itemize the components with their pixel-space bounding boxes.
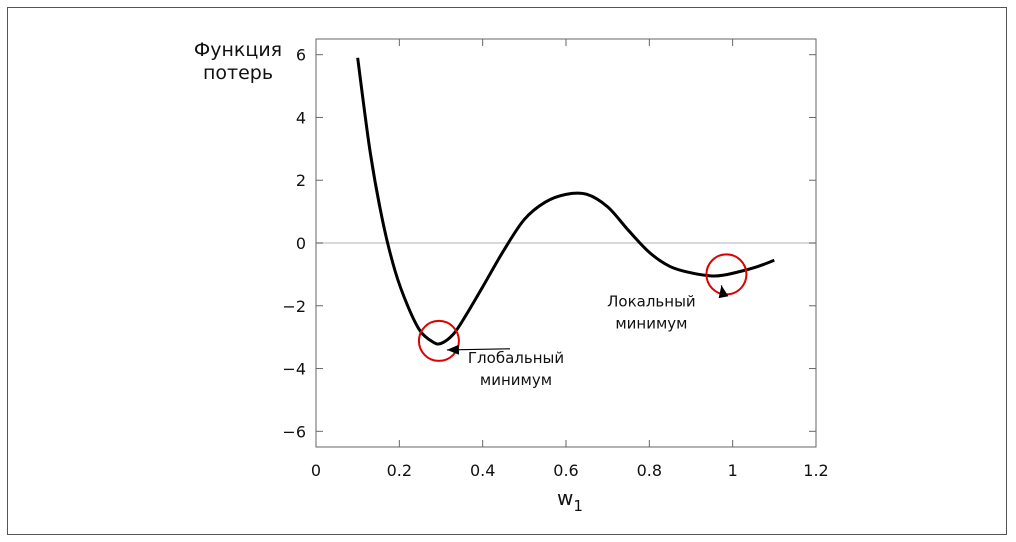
annotation-label: минимум — [480, 371, 552, 389]
loss-curve — [356, 57, 775, 346]
annotation-label: Локальный — [607, 292, 696, 310]
loss-function-chart: 0 0.2 0.4 0.6 0.8 1 1.2 6 4 2 0 −2 −4 −6 Глобальный мин… — [194, 38, 829, 515]
x-tick-label: 1.2 — [803, 461, 828, 480]
y-axis-title: потерь — [203, 62, 273, 84]
x-tick-label: 0.6 — [553, 461, 578, 480]
annotation-label: Глобальный — [468, 349, 564, 367]
y-tick-label: 4 — [296, 108, 306, 127]
x-tick-label: 0 — [311, 461, 321, 480]
x-axis-title-subscript: 1 — [573, 497, 583, 515]
x-tick-label: 0.4 — [470, 461, 495, 480]
x-tick-label: 1 — [728, 461, 738, 480]
x-axis-title: w1 — [557, 486, 583, 515]
x-tick-label: 0.8 — [637, 461, 662, 480]
y-tick-label: −2 — [282, 297, 306, 316]
x-axis-title-main: w — [557, 486, 573, 510]
y-tick-label: 6 — [296, 46, 306, 65]
y-tick-label: −6 — [282, 422, 306, 441]
y-tick-label: −4 — [282, 360, 306, 379]
y-tick-label: 2 — [296, 171, 306, 190]
annotation-label: минимум — [615, 314, 687, 332]
minimum-marker-circle — [417, 319, 460, 362]
x-tick-label: 0.2 — [387, 461, 412, 480]
y-axis-title: Функция — [194, 39, 282, 61]
annotation-arrow-head — [446, 344, 460, 355]
annotation-arrow-head — [718, 285, 729, 299]
y-tick-label: 0 — [296, 234, 306, 253]
figure-frame: 0 0.2 0.4 0.6 0.8 1 1.2 6 4 2 0 −2 −4 −6 Глобальный мин… — [7, 7, 1007, 535]
